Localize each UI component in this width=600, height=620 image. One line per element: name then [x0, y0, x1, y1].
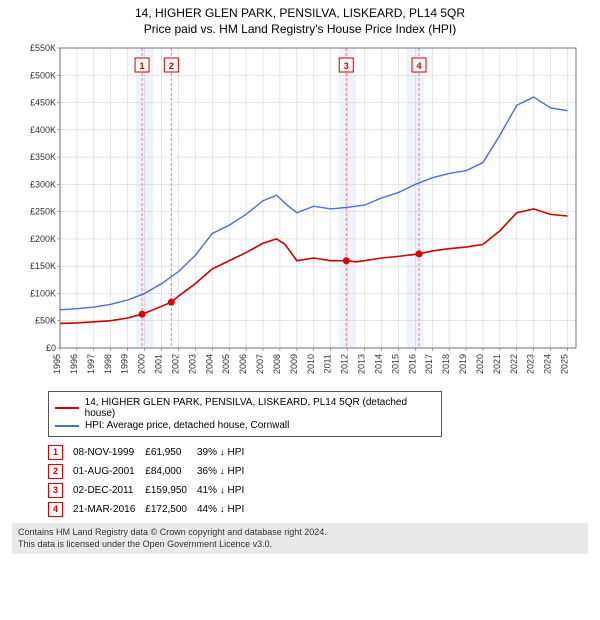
- legend-label: 14, HIGHER GLEN PARK, PENSILVA, LISKEARD…: [85, 397, 435, 419]
- event-pct: 36% ↓ HPI: [197, 462, 254, 481]
- y-tick-label: £200K: [30, 234, 56, 244]
- x-tick-label: 2003: [187, 354, 197, 374]
- legend-swatch: [55, 425, 79, 427]
- event-date: 08-NOV-1999: [73, 443, 145, 462]
- legend-label: HPI: Average price, detached house, Corn…: [85, 420, 289, 431]
- event-date: 21-MAR-2016: [73, 500, 145, 519]
- y-tick-label: £0: [46, 343, 56, 353]
- event-pct: 41% ↓ HPI: [197, 481, 254, 500]
- x-tick-label: 2015: [390, 354, 400, 374]
- y-tick-label: £100K: [30, 288, 56, 298]
- event-date: 02-DEC-2011: [73, 481, 145, 500]
- x-tick-label: 2007: [255, 354, 265, 374]
- x-tick-label: 2011: [323, 354, 333, 373]
- legend-box: 14, HIGHER GLEN PARK, PENSILVA, LISKEARD…: [48, 391, 442, 437]
- y-tick-label: £550K: [30, 43, 56, 53]
- event-marker-num: 2: [169, 61, 174, 71]
- x-tick-label: 2022: [509, 354, 519, 374]
- event-dot: [416, 250, 423, 257]
- title-subtitle: Price paid vs. HM Land Registry's House …: [4, 22, 596, 36]
- title-address: 14, HIGHER GLEN PARK, PENSILVA, LISKEARD…: [4, 6, 596, 20]
- footer-attribution: Contains HM Land Registry data © Crown c…: [12, 523, 588, 554]
- x-tick-label: 2009: [289, 354, 299, 374]
- event-price: £61,950: [145, 443, 197, 462]
- x-tick-label: 1997: [86, 354, 96, 374]
- event-price: £172,500: [145, 500, 197, 519]
- x-tick-label: 2024: [543, 354, 553, 374]
- y-tick-label: £500K: [30, 70, 56, 80]
- event-dot: [139, 311, 146, 318]
- y-tick-label: £400K: [30, 125, 56, 135]
- event-num-cell: 4: [48, 500, 73, 519]
- x-tick-label: 2021: [492, 354, 502, 374]
- footer-line2: This data is licensed under the Open Gov…: [18, 539, 582, 551]
- event-pct: 39% ↓ HPI: [197, 443, 254, 462]
- event-num-cell: 1: [48, 443, 73, 462]
- y-tick-label: £450K: [30, 98, 56, 108]
- x-tick-label: 2017: [424, 354, 434, 374]
- event-row: 4 21-MAR-2016£172,50044% ↓ HPI: [48, 500, 254, 519]
- event-num-cell: 2: [48, 462, 73, 481]
- footer-line1: Contains HM Land Registry data © Crown c…: [18, 527, 582, 539]
- x-tick-label: 1999: [120, 354, 130, 374]
- x-tick-label: 1996: [69, 354, 79, 374]
- y-tick-label: £50K: [35, 316, 56, 326]
- event-num-box: 2: [48, 464, 63, 479]
- y-tick-label: £250K: [30, 207, 56, 217]
- event-row: 1 08-NOV-1999£61,95039% ↓ HPI: [48, 443, 254, 462]
- chart-titles: 14, HIGHER GLEN PARK, PENSILVA, LISKEARD…: [0, 0, 600, 38]
- x-tick-label: 2018: [441, 354, 451, 374]
- event-marker-num: 4: [416, 61, 421, 71]
- event-marker-num: 1: [140, 61, 145, 71]
- event-price: £159,950: [145, 481, 197, 500]
- y-tick-label: £350K: [30, 152, 56, 162]
- legend-swatch: [55, 407, 79, 409]
- event-row: 2 01-AUG-2001£84,00036% ↓ HPI: [48, 462, 254, 481]
- x-tick-label: 2014: [373, 354, 383, 374]
- event-dot: [343, 257, 350, 264]
- x-tick-label: 2010: [306, 354, 316, 374]
- event-num-box: 3: [48, 483, 63, 498]
- y-tick-label: £300K: [30, 179, 56, 189]
- x-tick-label: 2019: [458, 354, 468, 374]
- x-tick-label: 2025: [560, 354, 570, 374]
- event-num-box: 1: [48, 445, 63, 460]
- event-dot: [168, 299, 175, 306]
- x-tick-label: 2013: [357, 354, 367, 374]
- y-tick-label: £150K: [30, 261, 56, 271]
- x-tick-label: 2006: [238, 354, 248, 374]
- legend-row: HPI: Average price, detached house, Corn…: [55, 420, 435, 431]
- x-tick-label: 2012: [340, 354, 350, 374]
- x-tick-label: 2002: [170, 354, 180, 374]
- x-tick-label: 2016: [407, 354, 417, 374]
- legend-row: 14, HIGHER GLEN PARK, PENSILVA, LISKEARD…: [55, 397, 435, 419]
- x-tick-label: 2001: [154, 354, 164, 374]
- event-price: £84,000: [145, 462, 197, 481]
- x-tick-label: 2023: [526, 354, 536, 374]
- x-tick-label: 1998: [103, 354, 113, 374]
- x-tick-label: 1995: [52, 354, 62, 374]
- event-num-box: 4: [48, 502, 63, 517]
- x-tick-label: 2020: [475, 354, 485, 374]
- event-row: 3 02-DEC-2011£159,95041% ↓ HPI: [48, 481, 254, 500]
- events-table: 1 08-NOV-1999£61,95039% ↓ HPI 2 01-AUG-2001…: [48, 443, 588, 519]
- event-marker-num: 3: [344, 61, 349, 71]
- event-pct: 44% ↓ HPI: [197, 500, 254, 519]
- chart-area: £0 £50K £100K £150K £200K £250K £300K £350K £400…: [12, 38, 588, 383]
- x-tick-label: 2000: [137, 354, 147, 374]
- x-tick-label: 2008: [272, 354, 282, 374]
- event-num-cell: 3: [48, 481, 73, 500]
- x-tick-label: 2004: [204, 354, 214, 374]
- price-chart-svg: £0 £50K £100K £150K £200K £250K £300K £350K £400…: [12, 38, 588, 378]
- x-tick-label: 2005: [221, 354, 231, 374]
- event-date: 01-AUG-2001: [73, 462, 145, 481]
